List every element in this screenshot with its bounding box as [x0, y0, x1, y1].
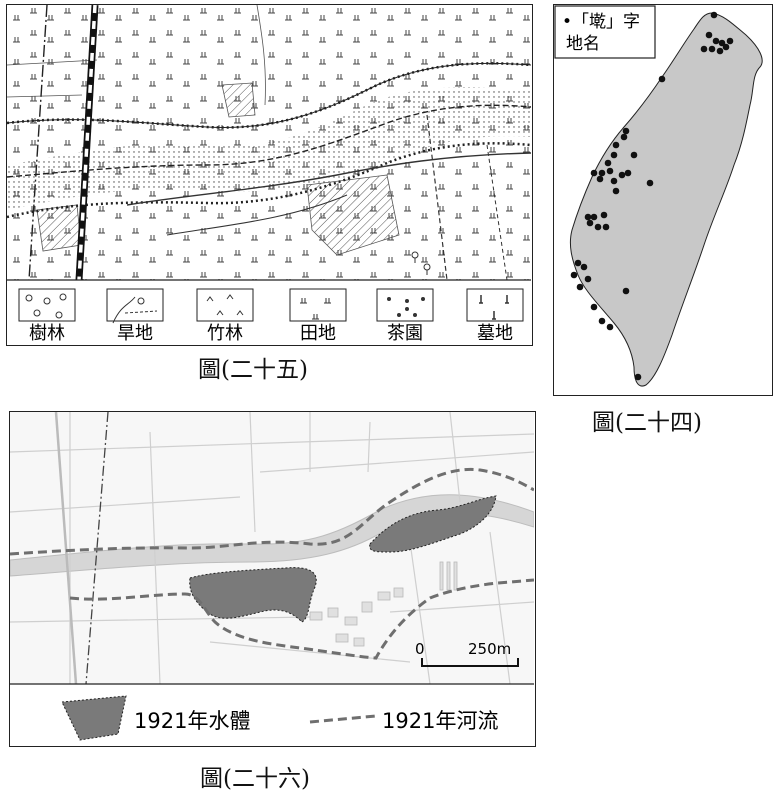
street-grid [9, 411, 535, 685]
modern-street-map: 0 250m 1921年水體 1921年河流 [9, 411, 535, 741]
place-name-dot [716, 47, 724, 55]
legend-label: 旱地 [117, 323, 153, 344]
modern-map-panel: 0 250m 1921年水體 1921年河流 [9, 411, 536, 747]
place-name-dot [576, 283, 584, 291]
legend-item-dry-field: 旱地 [106, 288, 164, 344]
water-body-1921-east [369, 495, 497, 553]
place-name-dot [658, 75, 666, 83]
railway-line [28, 4, 99, 281]
town-blocks [309, 561, 458, 647]
place-name-dot [598, 169, 606, 177]
place-name-dot [712, 37, 720, 45]
map-legend: 1921年水體 1921年河流 [61, 695, 498, 741]
legend-item-tea-garden: 茶園 [376, 288, 434, 344]
cemetery-symbol [479, 295, 509, 320]
place-name-dot [612, 141, 620, 149]
figure-25-caption: 圖(二十五) [198, 357, 308, 383]
legend-swatch [466, 288, 524, 322]
legend-swatch [289, 288, 347, 322]
place-name-dot [590, 303, 598, 311]
place-name-dot [584, 275, 592, 283]
river-legend-label: 1921年河流 [382, 709, 498, 733]
place-name-dot [630, 151, 638, 159]
taiwan-distribution-map: •「墘」字 地名 [554, 5, 763, 387]
place-name-dot [600, 211, 608, 219]
bamboo-symbol [206, 294, 244, 316]
place-name-dot [610, 177, 618, 185]
water-body-legend-swatch [61, 695, 127, 741]
river-1921-course [9, 467, 535, 660]
place-name-dot [718, 39, 726, 47]
place-name-dot [610, 151, 618, 159]
place-name-dot [570, 271, 578, 279]
water-body-legend-label: 1921年水體 [134, 709, 250, 733]
place-name-dot [606, 323, 614, 331]
place-name-dots [570, 11, 734, 381]
legend-label: 墓地 [477, 323, 513, 344]
place-name-dot [612, 187, 620, 195]
place-name-dot [594, 223, 602, 231]
taiwan-map-panel: •「墘」字 地名 [553, 4, 773, 396]
place-name-dot [618, 171, 626, 179]
river-legend-swatch [309, 714, 377, 724]
taiwan-island-shape [569, 12, 763, 387]
legend-swatch [196, 288, 254, 322]
place-name-dot [580, 263, 588, 271]
riverbed-area [7, 87, 531, 210]
place-name-dot [584, 213, 592, 221]
legend-item-bamboo: 竹林 [196, 288, 254, 344]
place-name-dot [596, 175, 604, 183]
legend-item-tree-grove: 樹林 [18, 288, 76, 344]
place-name-dot [602, 223, 610, 231]
place-name-dot [574, 259, 582, 267]
legend-swatch [376, 288, 434, 322]
map-legend-box [554, 5, 656, 59]
place-name-dot [598, 317, 606, 325]
water-body-1921-west [189, 567, 317, 623]
legend-item-cemetery: 墓地 [466, 288, 524, 344]
topographic-map: 樹林 旱地 竹林 田地 茶園 墓地 [6, 4, 532, 344]
place-name-dot [606, 167, 614, 175]
legend-label: 茶園 [387, 323, 423, 344]
paddy-symbol [300, 298, 331, 320]
scale-start-label: 0 [415, 640, 425, 658]
scale-end-label: 250m [468, 640, 511, 658]
scale-bar: 0 250m [415, 640, 519, 667]
figure-26-caption: 圖(二十六) [200, 766, 310, 792]
legend-label: 竹林 [207, 323, 243, 344]
tea-garden-symbol [387, 297, 425, 317]
legend-line-2: 地名 [566, 34, 600, 54]
land-use-legend: 樹林 旱地 竹林 田地 茶園 墓地 [18, 288, 524, 344]
legend-label: 田地 [300, 323, 336, 344]
railway-line [85, 411, 109, 685]
place-name-dot [622, 287, 630, 295]
tree-grove-symbol [25, 293, 67, 319]
place-name-dot [708, 45, 716, 53]
place-name-dot [590, 169, 598, 177]
place-name-dot [722, 43, 730, 51]
legend-swatch [18, 288, 76, 322]
place-name-dot [705, 31, 713, 39]
place-name-dot [586, 219, 594, 227]
place-name-dot [710, 11, 718, 19]
legend-item-paddy: 田地 [289, 288, 347, 344]
place-name-dot [622, 127, 630, 135]
place-name-dot [700, 45, 708, 53]
place-name-dot [624, 169, 632, 177]
place-name-dot [604, 159, 612, 167]
dry-field-symbol [112, 296, 158, 324]
legend-label: 樹林 [29, 323, 65, 344]
place-name-dot [646, 179, 654, 187]
place-name-dot [726, 37, 734, 45]
place-name-dot [634, 373, 642, 381]
topographic-map-panel: 樹林 旱地 竹林 田地 茶園 墓地 [6, 4, 533, 346]
place-name-dot [620, 133, 628, 141]
legend-swatch [106, 288, 164, 322]
river-channel [6, 104, 532, 178]
figure-24-caption: 圖(二十四) [592, 410, 702, 436]
place-name-dot [590, 213, 598, 221]
legend-line-1: •「墘」字 [562, 12, 640, 32]
south-embankment [6, 142, 532, 219]
